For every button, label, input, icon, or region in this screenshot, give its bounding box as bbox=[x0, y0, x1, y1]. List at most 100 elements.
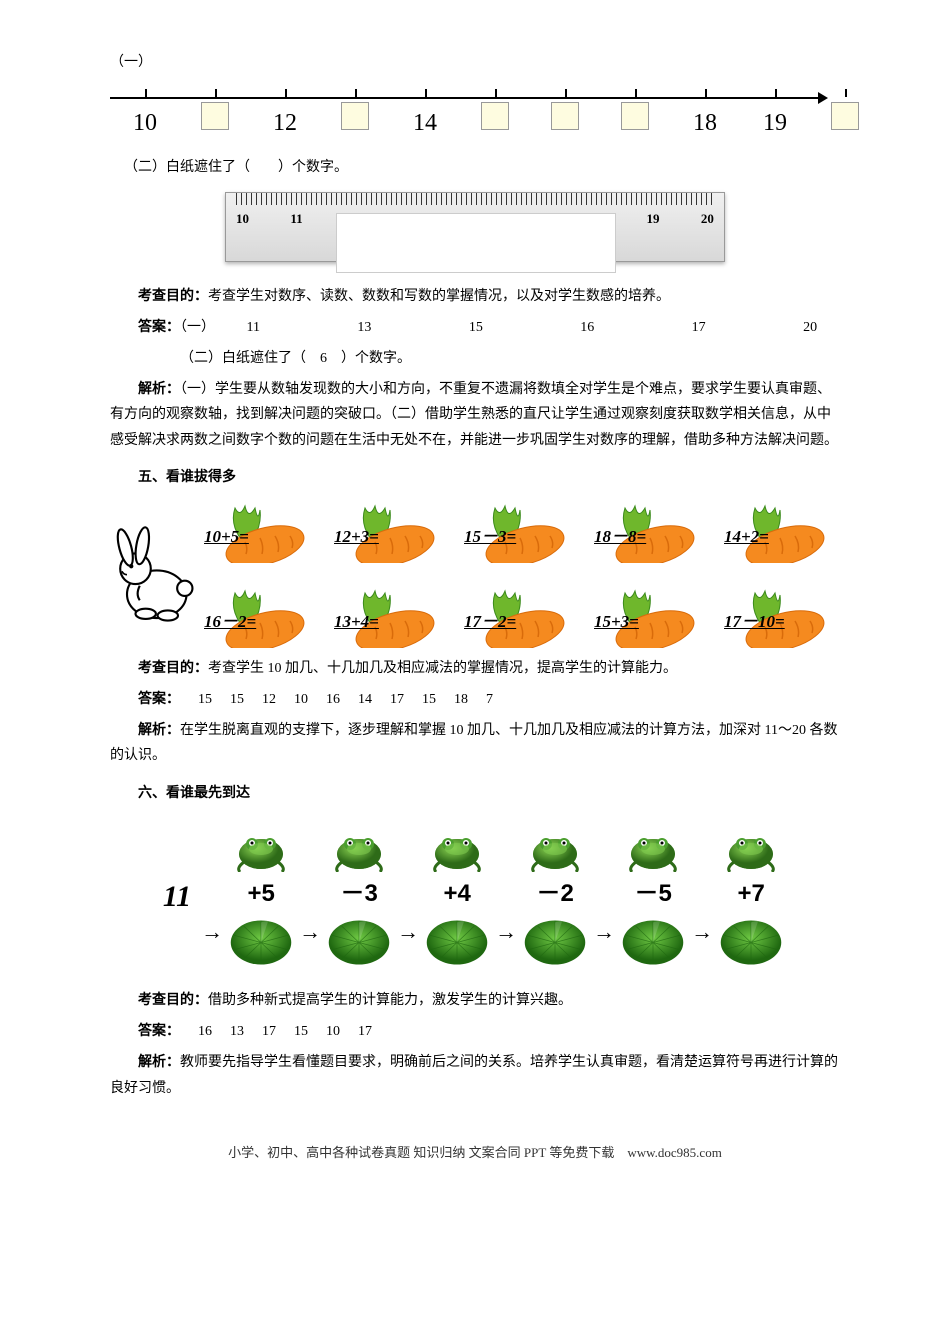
number-line-number: 10 bbox=[110, 86, 180, 145]
frog-op: +4 bbox=[443, 872, 470, 915]
answer-value: 15 bbox=[422, 692, 436, 707]
frog-icon bbox=[226, 824, 296, 872]
s6-purpose: 考查目的：借助多种新式提高学生的计算能力，激发学生的计算兴趣。 bbox=[110, 988, 840, 1013]
carrots-figure: 10+5= 12+3= 15－3= 18－8= 14+2= 16－2= 13+4= 17－2… bbox=[110, 498, 840, 648]
answer-value: 17 bbox=[262, 1024, 276, 1039]
number-line-blank bbox=[180, 86, 250, 145]
frog-step: －5 bbox=[617, 824, 689, 970]
carrot-problem: 18－8= bbox=[600, 498, 710, 563]
answer-value: 16 bbox=[552, 315, 594, 340]
number-line: 1012141819 bbox=[110, 90, 840, 140]
answer-value: 17 bbox=[664, 315, 706, 340]
frog-icon bbox=[422, 824, 492, 872]
carrot-problem: 15+3= bbox=[600, 583, 710, 648]
s1-answer-2: （二）白纸遮住了（ 6 ）个数字。 bbox=[110, 346, 840, 371]
s6-analysis: 解析：教师要先指导学生看懂题目要求，明确前后之间的关系。培养学生认真审题，看清楚… bbox=[110, 1050, 840, 1100]
frog-step: +4 bbox=[421, 824, 493, 970]
lily-icon bbox=[323, 915, 395, 970]
carrot-problem: 17－10= bbox=[730, 583, 840, 648]
ruler-number: 10 bbox=[236, 207, 249, 230]
frog-op: －2 bbox=[536, 872, 573, 915]
equation-text: 15－3= bbox=[464, 522, 516, 553]
s6-title: 六、看谁最先到达 bbox=[110, 781, 840, 806]
arrow-icon: → bbox=[495, 912, 517, 970]
frog-op: －5 bbox=[634, 872, 671, 915]
frog-icon bbox=[520, 824, 590, 872]
s1-analysis: 解析：（一）学生要从数轴发现数的大小和方向，不重复不遗漏将数填全对学生是个难点，… bbox=[110, 377, 840, 453]
number-line-blank bbox=[460, 86, 530, 145]
frog-step: +5 bbox=[225, 824, 297, 970]
carrot-problem: 16－2= bbox=[210, 583, 320, 648]
arrow-icon: → bbox=[397, 912, 419, 970]
answer-value: 10 bbox=[326, 1024, 340, 1039]
carrot-problem: 17－2= bbox=[470, 583, 580, 648]
frog-step: －2 bbox=[519, 824, 591, 970]
lily-icon bbox=[225, 915, 297, 970]
q1-label: （一） bbox=[110, 50, 840, 75]
carrot-problem: 14+2= bbox=[730, 498, 840, 563]
answer-value: 10 bbox=[294, 692, 308, 707]
rabbit-icon bbox=[110, 503, 195, 643]
frog-icon bbox=[618, 824, 688, 872]
answer-value: 7 bbox=[486, 692, 493, 707]
s5-purpose: 考查目的：考查学生 10 加几、十几加几及相应减法的掌握情况，提高学生的计算能力… bbox=[110, 656, 840, 681]
equation-text: 10+5= bbox=[204, 522, 249, 553]
number-line-number: 18 bbox=[670, 86, 740, 145]
frog-step: +7 bbox=[715, 824, 787, 970]
answer-value: 11 bbox=[219, 315, 260, 340]
s5-title: 五、看谁拔得多 bbox=[110, 465, 840, 490]
number-line-blank bbox=[600, 86, 670, 145]
frog-op: +7 bbox=[737, 872, 764, 915]
equation-text: 17－2= bbox=[464, 607, 516, 638]
equation-text: 14+2= bbox=[724, 522, 769, 553]
frog-figure: 11 → +5→－3→+4→－2→－5→+7 bbox=[110, 824, 840, 970]
equation-text: 18－8= bbox=[594, 522, 646, 553]
ruler-image: 1011181920 bbox=[110, 192, 840, 271]
answer-value: 15 bbox=[198, 692, 212, 707]
carrot-problem: 15－3= bbox=[470, 498, 580, 563]
answer-value: 17 bbox=[358, 1024, 372, 1039]
answer-value: 13 bbox=[230, 1024, 244, 1039]
s5-analysis: 解析：在学生脱离直观的支撑下，逐步理解和掌握 10 加几、十几加几及相应减法的计… bbox=[110, 718, 840, 768]
equation-text: 12+3= bbox=[334, 522, 379, 553]
s5-answer: 答案：1515121016141715187 bbox=[110, 687, 840, 712]
number-line-number: 19 bbox=[740, 86, 810, 145]
answer-value: 15 bbox=[441, 315, 483, 340]
ruler-number: 11 bbox=[290, 207, 302, 230]
s1-purpose: 考查目的：考查学生对数序、读数、数数和写数的掌握情况，以及对学生数感的培养。 bbox=[110, 284, 840, 309]
page-footer: 小学、初中、高中各种试卷真题 知识归纳 文案合同 PPT 等免费下载 www.d… bbox=[110, 1141, 840, 1164]
answer-value: 16 bbox=[326, 692, 340, 707]
equation-text: 17－10= bbox=[724, 607, 785, 638]
s6-answer: 答案：161317151017 bbox=[110, 1019, 840, 1044]
carrot-problem: 13+4= bbox=[340, 583, 450, 648]
q2-label: （二）白纸遮住了（ ）个数字。 bbox=[110, 155, 840, 180]
arrow-icon: → bbox=[691, 912, 713, 970]
carrot-problem: 10+5= bbox=[210, 498, 320, 563]
answer-value: 14 bbox=[358, 692, 372, 707]
ruler-number: 20 bbox=[701, 207, 714, 230]
answer-value: 15 bbox=[294, 1024, 308, 1039]
equation-text: 16－2= bbox=[204, 607, 256, 638]
answer-value: 18 bbox=[454, 692, 468, 707]
answer-value: 13 bbox=[329, 315, 371, 340]
frog-op: +5 bbox=[247, 872, 274, 915]
lily-icon bbox=[519, 915, 591, 970]
lily-icon bbox=[421, 915, 493, 970]
answer-value: 20 bbox=[775, 315, 817, 340]
equation-text: 15+3= bbox=[594, 607, 639, 638]
frog-step: －3 bbox=[323, 824, 395, 970]
number-line-blank bbox=[530, 86, 600, 145]
number-line-blank bbox=[320, 86, 390, 145]
answer-value: 17 bbox=[390, 692, 404, 707]
number-line-blank bbox=[810, 86, 880, 145]
answer-value: 15 bbox=[230, 692, 244, 707]
carrot-problem: 12+3= bbox=[340, 498, 450, 563]
number-line-number: 12 bbox=[250, 86, 320, 145]
arrow-icon: → bbox=[201, 912, 223, 970]
number-line-number: 14 bbox=[390, 86, 460, 145]
equation-text: 13+4= bbox=[334, 607, 379, 638]
s1-answer: 答案：（一） 111315161720 bbox=[110, 315, 840, 340]
lily-icon bbox=[617, 915, 689, 970]
arrow-icon: → bbox=[299, 912, 321, 970]
frog-icon bbox=[716, 824, 786, 872]
